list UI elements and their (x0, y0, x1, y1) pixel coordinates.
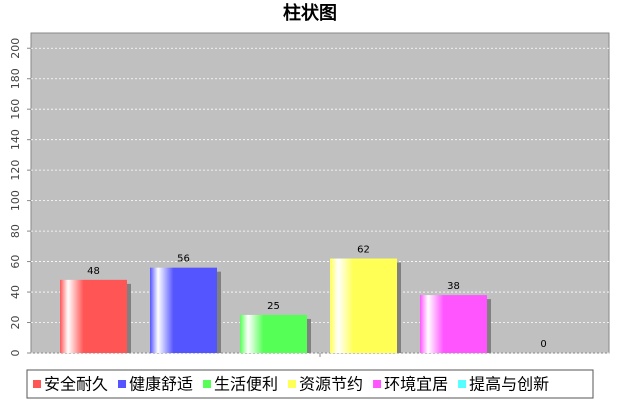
legend-label: 资源节约 (299, 375, 363, 394)
legend-swatch (203, 380, 212, 388)
y-tick-label: 60 (9, 255, 22, 269)
y-tick-label: 160 (9, 99, 22, 120)
data-label: 48 (87, 266, 100, 277)
legend-label: 提高与创新 (469, 375, 549, 394)
y-tick-label: 20 (9, 316, 22, 330)
y-tick-label: 100 (9, 190, 22, 211)
y-tick-label: 120 (9, 160, 22, 181)
legend-swatch (458, 380, 467, 388)
y-tick-label: 140 (9, 129, 22, 150)
bar (420, 295, 487, 353)
legend-swatch (288, 380, 297, 388)
y-tick-label: 180 (9, 68, 22, 89)
legend-swatch (33, 380, 41, 388)
data-label: 0 (540, 339, 546, 350)
data-label: 25 (267, 301, 280, 312)
legend-label: 生活便利 (214, 375, 278, 394)
legend-label: 环境宜居 (384, 375, 448, 394)
chart-title: 柱状图 (283, 2, 337, 24)
data-label: 38 (447, 281, 460, 292)
bar (60, 279, 127, 353)
y-tick-label: 0 (9, 350, 22, 357)
y-tick-label: 80 (9, 224, 22, 238)
bar (240, 314, 307, 353)
data-label: 56 (177, 254, 190, 265)
data-label: 62 (357, 245, 370, 256)
bar (330, 258, 397, 353)
legend-label: 健康舒适 (129, 375, 193, 394)
legend-swatch (373, 380, 382, 388)
y-tick-label: 200 (9, 38, 22, 59)
legend-swatch (118, 380, 127, 388)
legend-label: 安全耐久 (44, 375, 108, 394)
bar (150, 267, 217, 353)
y-tick-label: 40 (9, 285, 22, 299)
